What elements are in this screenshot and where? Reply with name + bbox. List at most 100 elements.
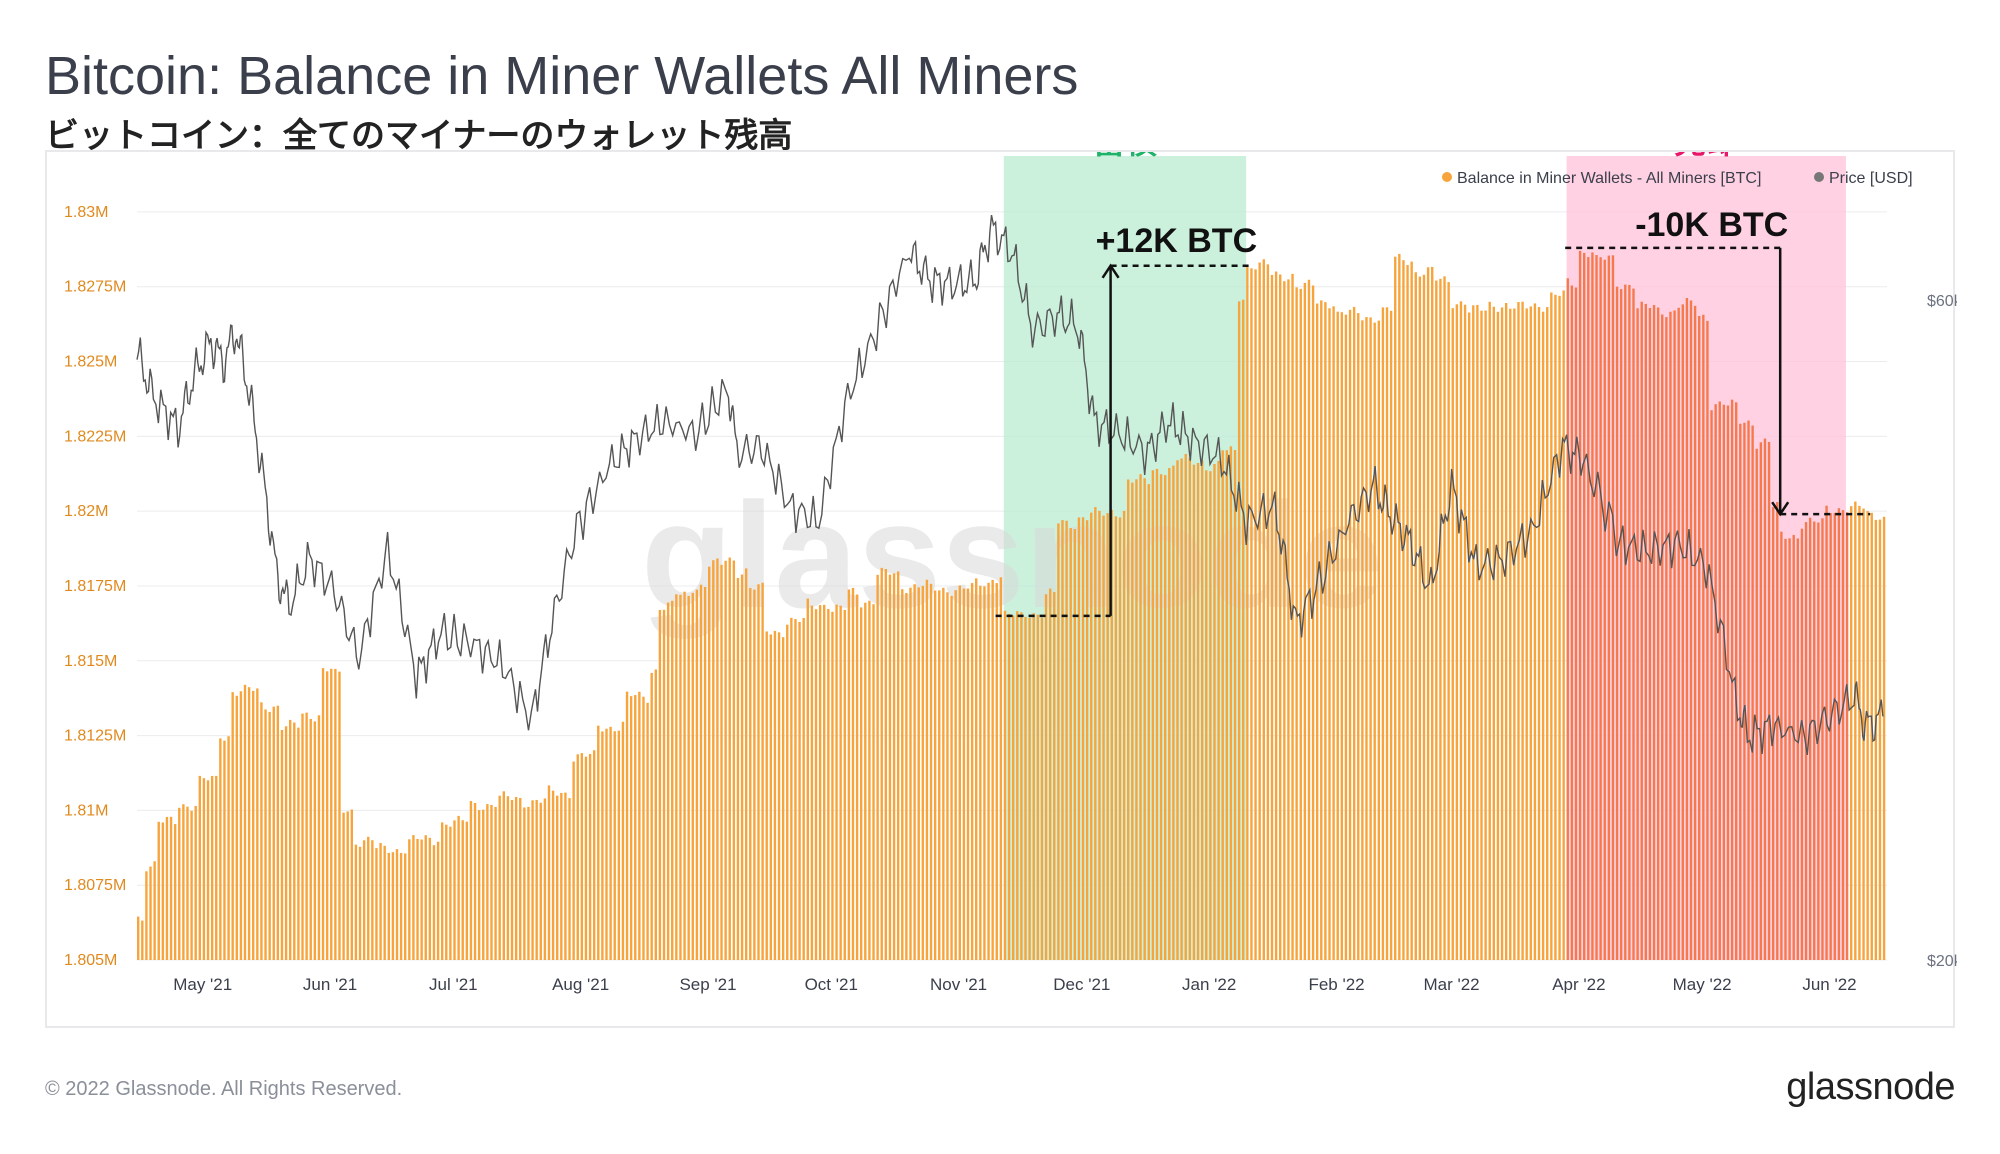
balance-bar: [449, 826, 452, 960]
balance-bar: [1640, 301, 1643, 960]
balance-bar: [1808, 517, 1812, 960]
balance-bar: [502, 791, 505, 960]
balance-bar: [416, 838, 419, 960]
balance-bar: [666, 602, 670, 960]
balance-bar: [892, 573, 896, 960]
balance-bar: [350, 809, 353, 960]
balance-bar: [1578, 250, 1582, 961]
balance-bar: [321, 668, 325, 960]
balance-bar: [1246, 265, 1249, 960]
balance-bar: [1689, 300, 1693, 960]
balance-bar: [556, 795, 559, 960]
balance-bar: [1225, 450, 1228, 960]
y-tick-left: 1.82M: [64, 503, 108, 520]
footer-copyright: © 2022 Glassnode. All Rights Reserved.: [45, 1078, 403, 1100]
balance-bar: [153, 861, 156, 960]
balance-bar: [1237, 301, 1241, 960]
x-tick: May '21: [173, 975, 232, 994]
balance-bar: [1874, 519, 1878, 960]
balance-bar: [868, 600, 871, 960]
balance-bar: [572, 761, 575, 960]
balance-bar: [1307, 279, 1311, 960]
balance-bar: [1287, 279, 1290, 960]
balance-bar: [1003, 610, 1007, 960]
balance-bar: [753, 589, 756, 960]
balance-bar: [215, 775, 218, 960]
x-tick: Feb '22: [1308, 975, 1364, 994]
balance-bar: [880, 567, 883, 960]
y-tick-left: 1.815M: [64, 653, 117, 670]
balance-bar: [288, 719, 292, 960]
balance-bar: [1012, 615, 1015, 960]
balance-bar: [514, 797, 518, 960]
y-tick-left: 1.805M: [64, 952, 117, 969]
balance-bar: [173, 824, 177, 960]
balance-bar: [621, 721, 625, 960]
y-tick-left: 1.8225M: [64, 428, 126, 445]
balance-bar: [1714, 404, 1717, 960]
balance-bar: [1673, 310, 1676, 960]
y-tick-left: 1.8175M: [64, 578, 126, 595]
balance-bar: [371, 840, 374, 960]
balance-bar: [732, 560, 736, 960]
balance-bar: [1431, 266, 1434, 960]
annotation-arrowhead: [1771, 501, 1790, 517]
balance-bar: [1784, 538, 1787, 960]
balance-bar: [1114, 516, 1118, 960]
balance-bar: [477, 810, 481, 960]
balance-bar: [1484, 310, 1487, 960]
balance-bar: [872, 604, 875, 960]
balance-bar: [1098, 510, 1101, 960]
balance-bar: [1122, 510, 1126, 960]
balance-bar: [383, 845, 386, 960]
balance-bar: [1311, 285, 1315, 960]
balance-bar: [440, 822, 444, 960]
balance-bar: [338, 671, 341, 960]
balance-bar: [527, 806, 530, 960]
balance-bar: [1570, 285, 1574, 960]
balance-bar: [1591, 252, 1594, 960]
balance-bar: [149, 866, 152, 960]
balance-bar: [1069, 527, 1072, 960]
balance-bar: [375, 848, 378, 960]
balance-bar: [1611, 255, 1615, 960]
balance-bar: [999, 577, 1003, 960]
balance-bar: [983, 586, 986, 960]
balance-bar: [445, 824, 448, 960]
balance-bar: [1451, 308, 1454, 960]
balance-bar: [1550, 292, 1553, 960]
balance-bar: [1188, 458, 1192, 960]
balance-bar: [901, 589, 904, 960]
balance-bar: [708, 566, 711, 960]
balance-bar: [1562, 290, 1565, 960]
balance-bar: [1854, 501, 1857, 960]
balance-bar: [749, 587, 752, 960]
balance-bar: [1373, 322, 1376, 960]
balance-bar: [1619, 289, 1623, 960]
balance-bar: [1652, 305, 1656, 960]
balance-bar: [1402, 260, 1405, 960]
balance-bar: [367, 836, 370, 960]
balance-bar: [1554, 294, 1557, 961]
balance-bar: [864, 602, 867, 960]
balance-bar: [1628, 284, 1631, 960]
x-tick: Aug '21: [552, 975, 609, 994]
balance-bar: [1110, 509, 1113, 960]
balance-bar: [1270, 274, 1274, 960]
balance-bar: [1829, 513, 1832, 960]
balance-bar: [1283, 281, 1286, 960]
balance-bar: [634, 695, 637, 960]
balance-bar: [1804, 522, 1808, 960]
balance-bar: [1365, 317, 1368, 960]
balance-bar: [991, 579, 994, 960]
accumulate-zone-label: 蓄積: [1093, 152, 1157, 160]
balance-bar: [1541, 311, 1545, 961]
balance-bar: [929, 583, 933, 960]
balance-bar: [654, 669, 657, 960]
balance-bar: [523, 807, 526, 960]
balance-bar: [169, 816, 173, 960]
balance-bar: [1361, 320, 1364, 960]
balance-bar: [1324, 302, 1327, 960]
balance-bar: [1077, 517, 1081, 960]
balance-bar: [1862, 508, 1865, 960]
